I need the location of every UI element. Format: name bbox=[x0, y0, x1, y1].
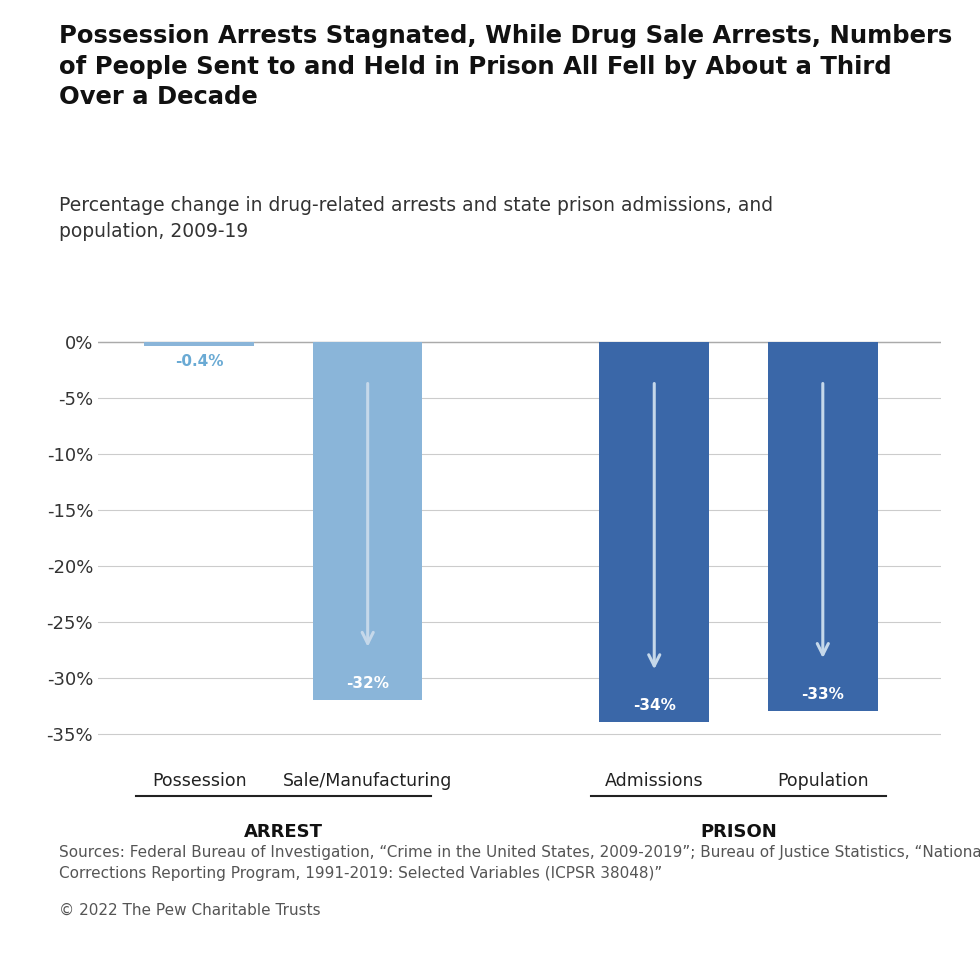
Bar bbox=[768, 342, 878, 711]
Bar bbox=[313, 342, 422, 700]
Text: -0.4%: -0.4% bbox=[174, 354, 223, 370]
Text: -34%: -34% bbox=[633, 698, 675, 713]
Text: Sale/Manufacturing: Sale/Manufacturing bbox=[283, 772, 453, 790]
Text: -33%: -33% bbox=[802, 687, 844, 702]
Bar bbox=[144, 342, 254, 346]
Text: PRISON: PRISON bbox=[700, 823, 777, 841]
Text: Population: Population bbox=[777, 772, 868, 790]
Text: -32%: -32% bbox=[346, 676, 389, 690]
Text: Possession: Possession bbox=[152, 772, 246, 790]
Text: Percentage change in drug-related arrests and state prison admissions, and
popul: Percentage change in drug-related arrest… bbox=[59, 196, 773, 241]
Text: Admissions: Admissions bbox=[605, 772, 704, 790]
Text: Possession Arrests Stagnated, While Drug Sale Arrests, Numbers
of People Sent to: Possession Arrests Stagnated, While Drug… bbox=[59, 24, 952, 109]
Text: Sources: Federal Bureau of Investigation, “Crime in the United States, 2009-2019: Sources: Federal Bureau of Investigation… bbox=[59, 845, 980, 881]
Text: ARREST: ARREST bbox=[244, 823, 323, 841]
Bar bbox=[600, 342, 710, 723]
Text: © 2022 The Pew Charitable Trusts: © 2022 The Pew Charitable Trusts bbox=[59, 902, 320, 918]
